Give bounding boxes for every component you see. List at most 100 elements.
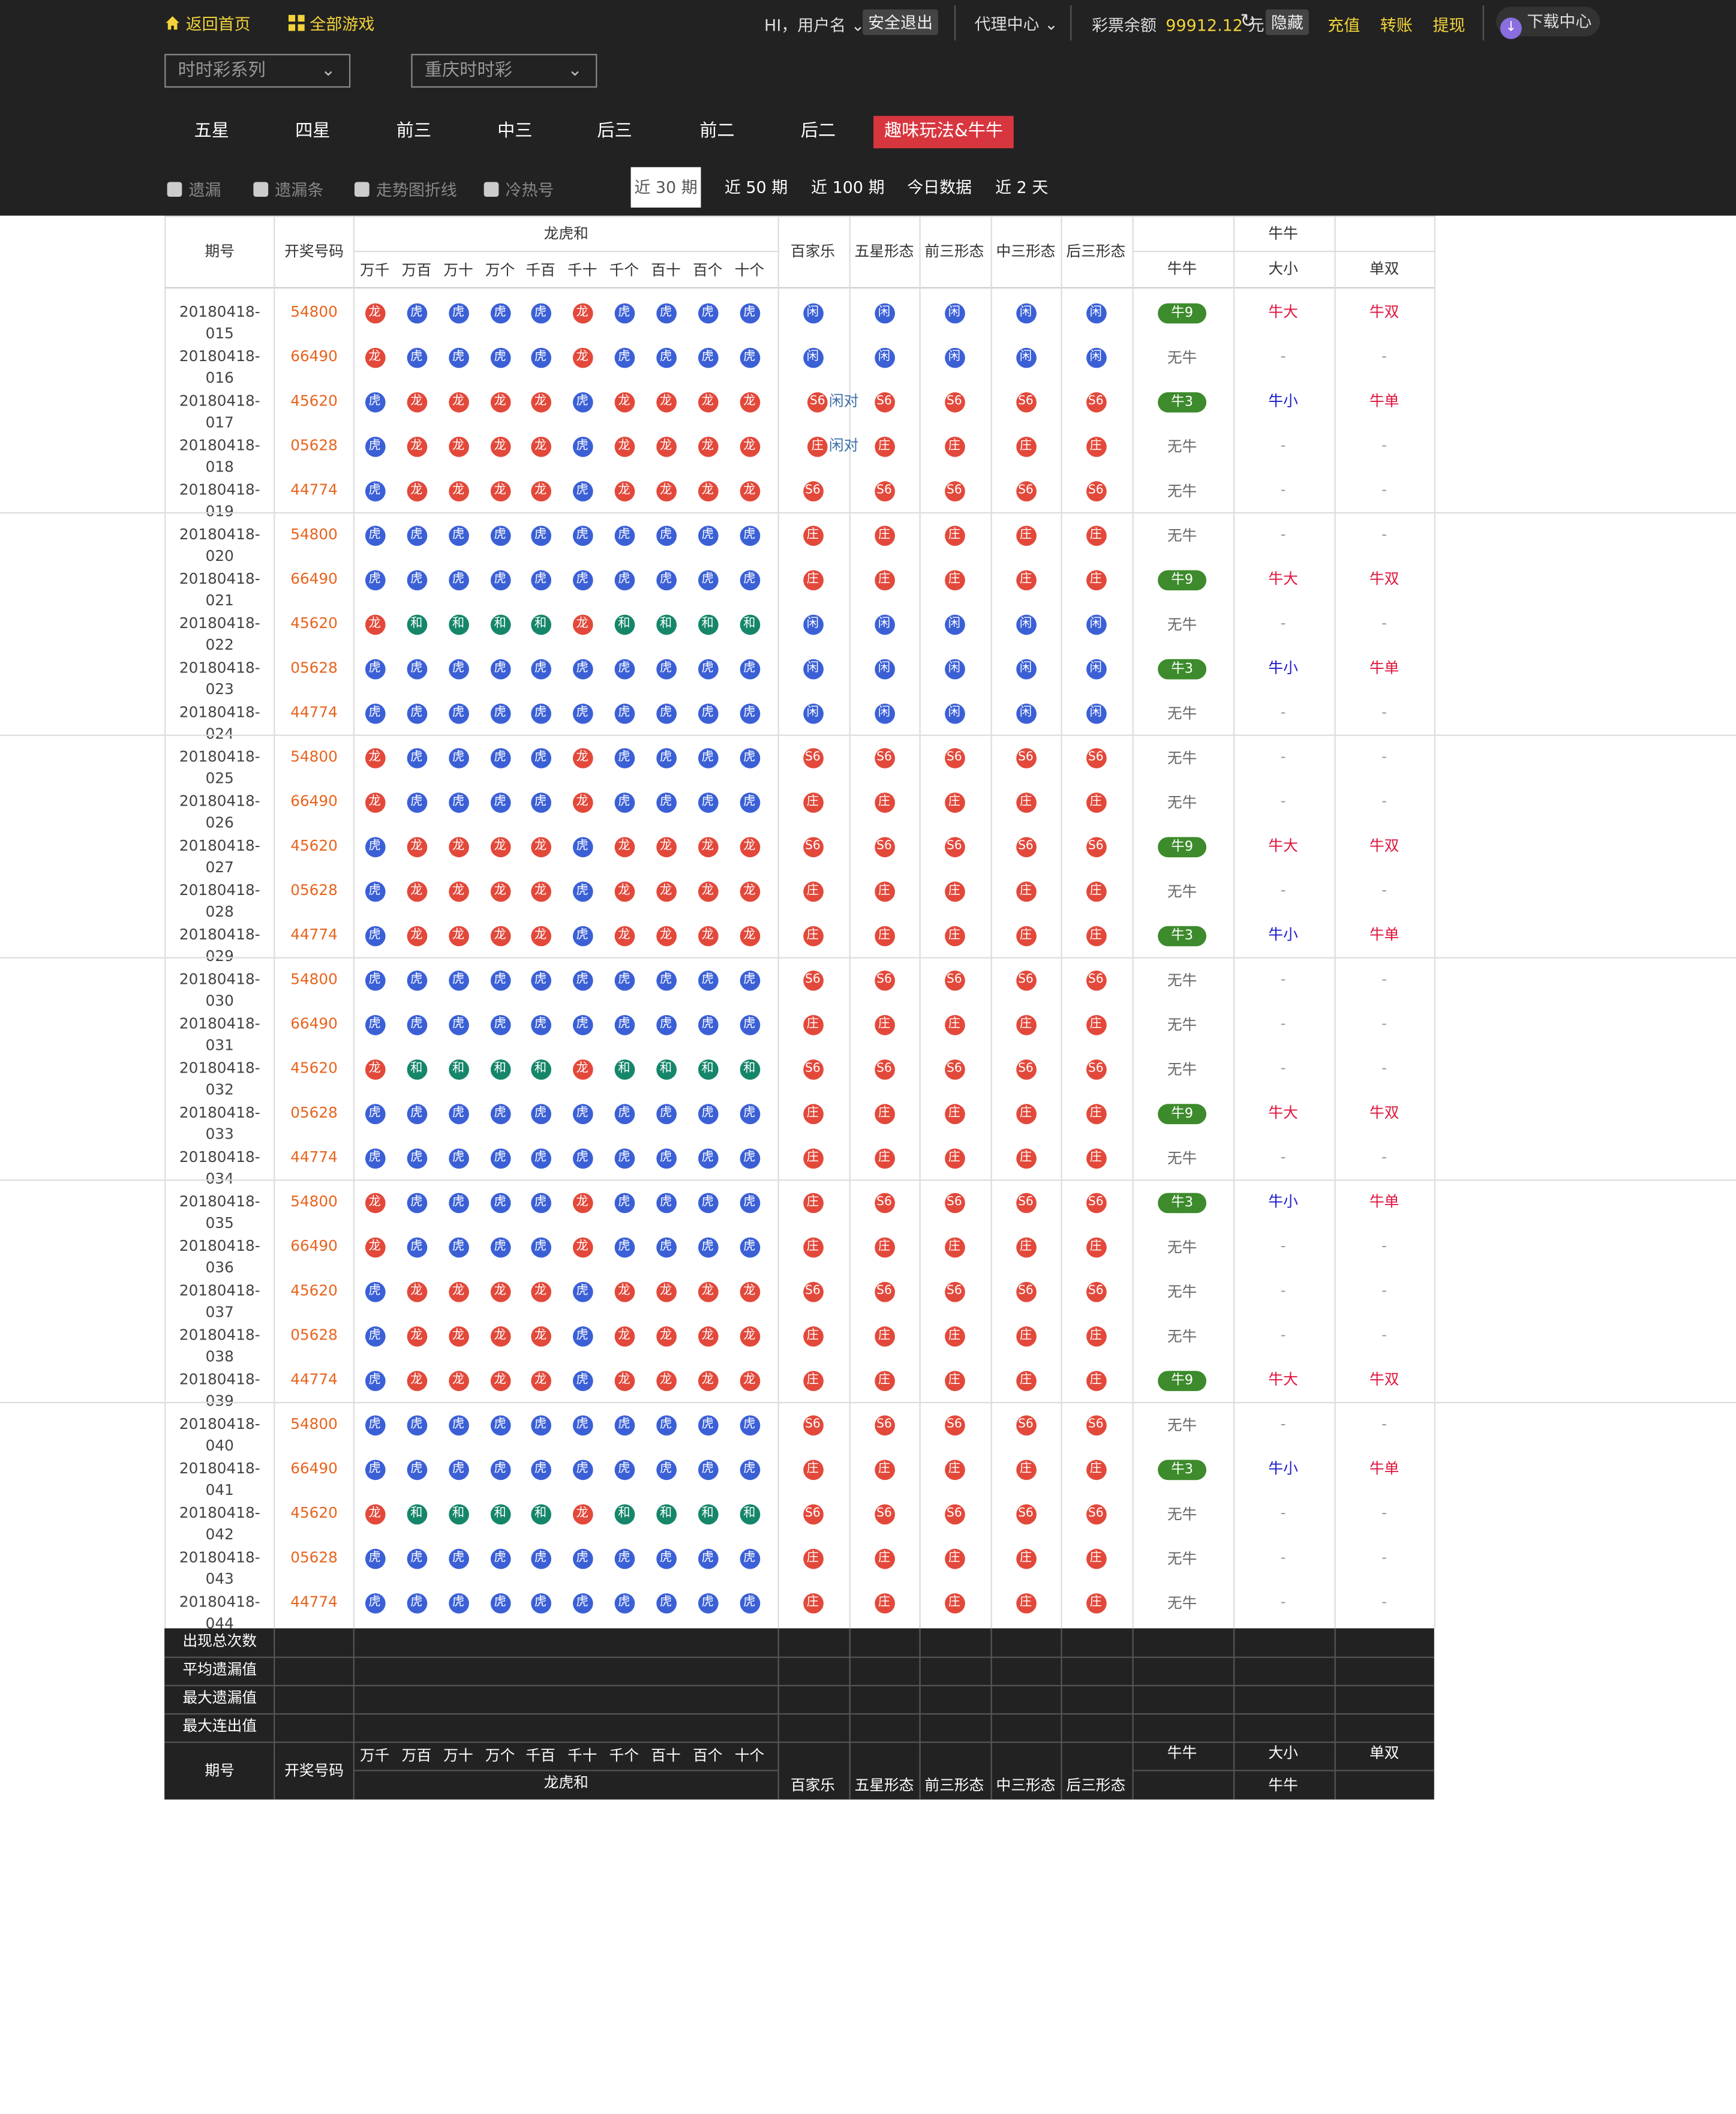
recharge-link[interactable]: 充值 — [1327, 16, 1360, 35]
download-center-button[interactable]: ↓ 下载中心 — [1496, 7, 1600, 40]
dragon-ball: 龙 — [364, 347, 385, 368]
checkbox[interactable] — [354, 182, 370, 197]
grid-line — [1434, 215, 1436, 1629]
tiger-ball: 虎 — [448, 1548, 468, 1569]
checkbox[interactable] — [167, 182, 182, 197]
size-cell: - — [1280, 703, 1286, 722]
lhh-cell: 虎 — [562, 1458, 602, 1480]
dragon-ball: 龙 — [448, 481, 468, 501]
shape-cell: 庄 — [779, 791, 846, 813]
balance-unit: 元 — [1248, 16, 1265, 35]
tab-zhongsan[interactable]: 中三 — [497, 121, 533, 142]
user-menu[interactable]: HI，用户名 ⌄ — [764, 13, 864, 36]
s6-ball: S6 — [944, 969, 965, 990]
all-games-link[interactable]: 全部游戏 — [288, 12, 374, 35]
lhh-cell: 虎 — [438, 791, 478, 813]
option-yiloutiao[interactable]: 遗漏条 — [253, 178, 323, 201]
tiger-ball: 虎 — [406, 1236, 427, 1257]
shape-cell: S6 — [851, 836, 918, 857]
tiger-ball: 虎 — [656, 1148, 676, 1169]
dragon-ball: 龙 — [489, 925, 510, 946]
footer-grid-line — [274, 1628, 275, 1800]
lhh-cell: 龙 — [355, 1236, 395, 1257]
number-cell: 54800 — [290, 1193, 338, 1211]
lhh-cell: 虎 — [645, 1191, 686, 1213]
tiger-ball: 虎 — [448, 658, 468, 679]
period-50[interactable]: 近 50 期 — [724, 178, 788, 197]
dragon-ball: 龙 — [448, 1370, 468, 1391]
dragon-ball: 龙 — [406, 436, 427, 457]
checkbox[interactable] — [483, 182, 499, 197]
tiger-ball: 虎 — [614, 792, 635, 812]
lhh-cell: 虎 — [562, 480, 602, 502]
tiger-ball: 虎 — [572, 1103, 593, 1124]
series-select[interactable]: 时时彩系列 ⌄ — [164, 53, 351, 88]
dragon-ball: 龙 — [489, 1325, 510, 1346]
home-link[interactable]: 返回首页 — [164, 12, 251, 35]
lhh-cell: 和 — [520, 1503, 560, 1524]
period-100[interactable]: 近 100 期 — [811, 178, 885, 197]
tab-sixing[interactable]: 四星 — [295, 121, 331, 142]
tiger-ball: 虎 — [406, 747, 427, 768]
header-wuxing: 五星形态 — [854, 242, 914, 260]
lhh-cell: 龙 — [729, 1370, 770, 1391]
shape-cell: 庄 — [992, 569, 1059, 590]
checkbox[interactable] — [253, 182, 269, 197]
option-yilou[interactable]: 遗漏 — [167, 178, 221, 201]
tab-houer[interactable]: 后二 — [800, 121, 836, 142]
footer-grid-line — [1061, 1628, 1062, 1800]
tab-housan[interactable]: 后三 — [597, 121, 632, 142]
lhh-cell: 虎 — [604, 969, 644, 991]
lhh-cell: 虎 — [480, 658, 520, 680]
stats-label: 平均遗漏值 — [182, 1660, 257, 1678]
lhh-cell: 龙 — [438, 880, 478, 902]
lhh-cell: 虎 — [729, 1548, 770, 1569]
shape-cell: 庄 — [1062, 924, 1130, 946]
lhh-cell: 虎 — [562, 391, 602, 413]
s6-ball: S6 — [874, 1503, 894, 1524]
option-trend-line[interactable]: 走势图折线 — [354, 178, 457, 201]
shape-cell: S6 — [1062, 969, 1130, 991]
tiger-ball: 虎 — [364, 481, 385, 501]
issue-cell: 20180418-026 — [179, 792, 260, 832]
zhuang-ball: 庄 — [874, 1148, 894, 1169]
period-30[interactable]: 近 30 期 — [630, 167, 701, 208]
tab-qiansan[interactable]: 前三 — [396, 121, 432, 142]
shape-cell: S6 — [921, 836, 988, 857]
lhh-cell: 虎 — [397, 1548, 437, 1569]
period-2days[interactable]: 近 2 天 — [995, 178, 1049, 197]
size-cell: 牛大 — [1268, 837, 1298, 855]
lhh-cell: 龙 — [604, 836, 644, 857]
tab-fun-niuniu[interactable]: 趣味玩法&牛牛 — [873, 116, 1014, 149]
s6-ball: S6 — [1085, 969, 1106, 990]
logout-button[interactable]: 安全退出 — [863, 9, 938, 35]
withdraw-link[interactable]: 提现 — [1432, 16, 1465, 35]
tiger-ball: 虎 — [489, 1415, 510, 1435]
transfer-link[interactable]: 转账 — [1380, 16, 1413, 35]
niu-cell: 无牛 — [1167, 749, 1197, 767]
lhh-cell: 虎 — [604, 1458, 644, 1480]
tab-qianer[interactable]: 前二 — [699, 121, 735, 142]
shape-cell: S6 — [851, 747, 918, 768]
lhh-cell: 和 — [480, 1503, 520, 1524]
tiger-ball: 虎 — [364, 881, 385, 902]
tab-wuxing[interactable]: 五星 — [194, 121, 230, 142]
period-today[interactable]: 今日数据 — [907, 178, 972, 197]
s6-ball: S6 — [1016, 1281, 1036, 1302]
bjl-note: 闲对 — [828, 437, 859, 455]
footer-niu-col: 单双 — [1369, 1744, 1399, 1762]
lhh-cell: 虎 — [355, 1147, 395, 1169]
hide-balance-button[interactable]: 隐藏 — [1265, 9, 1309, 35]
game-select[interactable]: 重庆时时彩 ⌄ — [411, 53, 597, 88]
size-cell: 牛大 — [1268, 570, 1298, 588]
dragon-ball: 龙 — [530, 1281, 551, 1302]
agent-center-menu[interactable]: 代理中心 ⌄ — [975, 12, 1058, 35]
zhuang-ball: 庄 — [874, 881, 894, 902]
lhh-cell: 虎 — [604, 1592, 644, 1614]
tie-ball: 和 — [656, 614, 676, 635]
shape-cell: 庄 — [851, 1014, 918, 1035]
lhh-cell: 虎 — [397, 1147, 437, 1169]
refresh-icon[interactable]: ↻ — [1240, 10, 1256, 32]
option-hot-cold[interactable]: 冷热号 — [483, 178, 554, 201]
tiger-ball: 虎 — [530, 1192, 551, 1213]
